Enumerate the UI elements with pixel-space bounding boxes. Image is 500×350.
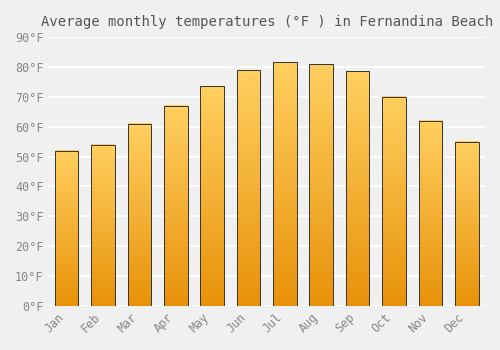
- Bar: [455, 142, 478, 306]
- Bar: [418, 121, 442, 306]
- Bar: [236, 70, 260, 306]
- Bar: [164, 106, 188, 306]
- Bar: [382, 97, 406, 306]
- Bar: [310, 64, 333, 306]
- Bar: [346, 71, 370, 306]
- Bar: [128, 124, 151, 306]
- Bar: [91, 145, 115, 306]
- Bar: [200, 86, 224, 306]
- Bar: [54, 150, 78, 306]
- Title: Average monthly temperatures (°F ) in Fernandina Beach: Average monthly temperatures (°F ) in Fe…: [40, 15, 493, 29]
- Bar: [273, 63, 296, 306]
